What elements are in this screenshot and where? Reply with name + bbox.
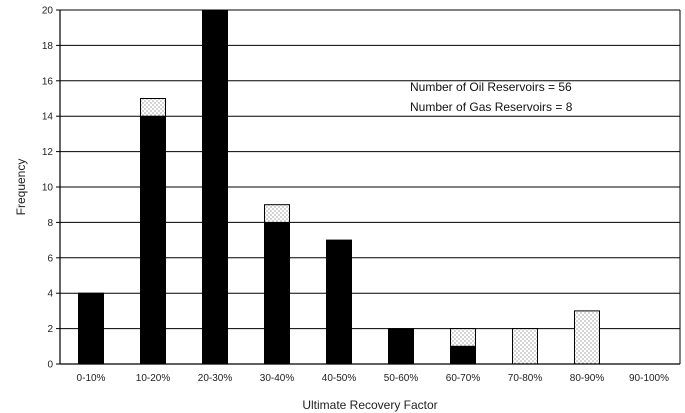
x-axis-title: Ultimate Recovery Factor (302, 398, 437, 412)
y-tick-label: 16 (42, 76, 54, 87)
bar-solid-10-20% (140, 115, 166, 365)
bar-solid-40-50% (326, 239, 352, 365)
bar-dotted-30-40% (264, 204, 290, 223)
x-tick-label: 20-30% (198, 373, 233, 384)
tick-labels: 0 2 4 6 8 10 12 14 16 18 20 0-10% 10-20% 20-30% 30-40%… (42, 6, 669, 385)
bar-dotted-10-20% (140, 98, 166, 117)
bar-solid-50-60% (388, 328, 414, 365)
x-tick-label: 60-70% (446, 373, 481, 384)
bar-dotted-60-70% (450, 328, 476, 347)
x-tick-label: 80-90% (570, 373, 605, 384)
bar-solid-0-10% (78, 292, 104, 365)
y-tick-label: 20 (42, 6, 54, 17)
y-tick-label: 6 (47, 253, 53, 264)
x-tick-label: 90-100% (629, 373, 669, 384)
bar-solid-60-70% (450, 345, 476, 365)
x-tick-label: 70-80% (508, 373, 543, 384)
y-tick-label: 0 (47, 360, 53, 371)
y-tick-label: 14 (42, 112, 54, 123)
axes (56, 9, 681, 365)
y-tick-label: 8 (47, 218, 53, 229)
x-tick-label: 50-60% (384, 373, 419, 384)
y-axis-title: Frequency (14, 159, 28, 216)
x-tick-label: 0-10% (77, 373, 106, 384)
bar-dotted-70-80% (512, 328, 538, 365)
y-tick-label: 18 (42, 41, 54, 52)
y-tick-label: 4 (47, 289, 53, 300)
x-tick-label: 10-20% (136, 373, 171, 384)
y-tick-label: 2 (47, 324, 53, 335)
bar-dotted-80-90% (574, 310, 600, 365)
bar-solid-20-30% (202, 9, 228, 365)
annotation-oil-reservoirs: Number of Oil Reservoirs = 56 (410, 80, 572, 94)
x-tick-label: 30-40% (260, 373, 295, 384)
bar-solid-30-40% (264, 221, 290, 365)
annotation-gas-reservoirs: Number of Gas Reservoirs = 8 (410, 100, 573, 114)
x-tick-label: 40-50% (322, 373, 357, 384)
bars (78, 9, 600, 365)
y-tick-label: 12 (42, 147, 54, 158)
y-tick-label: 10 (42, 183, 54, 194)
